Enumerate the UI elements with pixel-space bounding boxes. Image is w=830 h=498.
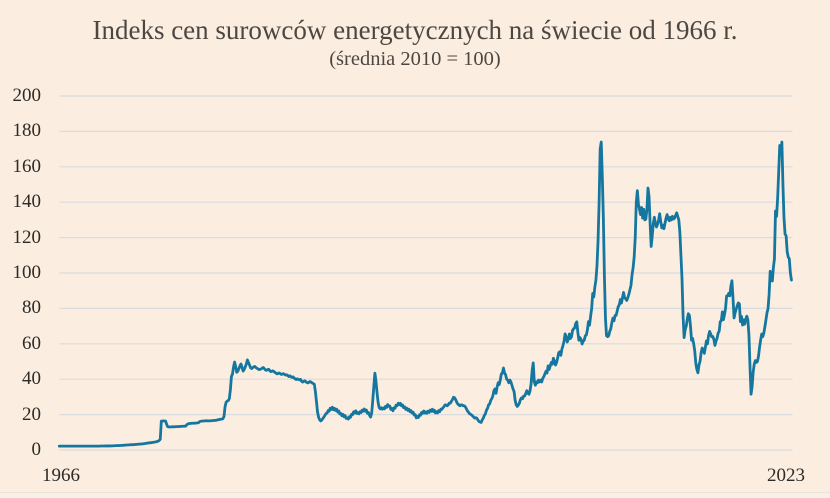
energy-price-index-line [57, 140, 793, 448]
y-axis-tick-label-160: 160 [12, 155, 42, 177]
y-axis-tick-label-0: 0 [31, 439, 42, 460]
y-axis-tick-label-180: 180 [12, 120, 42, 142]
chart-subtitle: (średnia 2010 = 100) [329, 48, 501, 70]
x-axis-tick-label-last: 2023 [767, 465, 805, 486]
y-axis-tick-label-80: 80 [22, 297, 41, 319]
y-axis-tick-label-20: 20 [22, 403, 41, 425]
y-axis-tick-label-100: 100 [12, 262, 42, 283]
chart-title: Indeks cen surowców energetycznych na św… [92, 15, 738, 45]
y-axis-tick-label-200: 200 [12, 85, 42, 106]
y-axis-tick-label-120: 120 [12, 226, 42, 248]
page-bottom-edge [0, 492, 830, 498]
y-axis-tick-label-140: 140 [12, 191, 42, 213]
y-axis-tick-label-60: 60 [22, 332, 41, 354]
y-axis-tick-label-40: 40 [22, 368, 41, 390]
x-axis-tick-label-first: 1966 [42, 465, 80, 486]
